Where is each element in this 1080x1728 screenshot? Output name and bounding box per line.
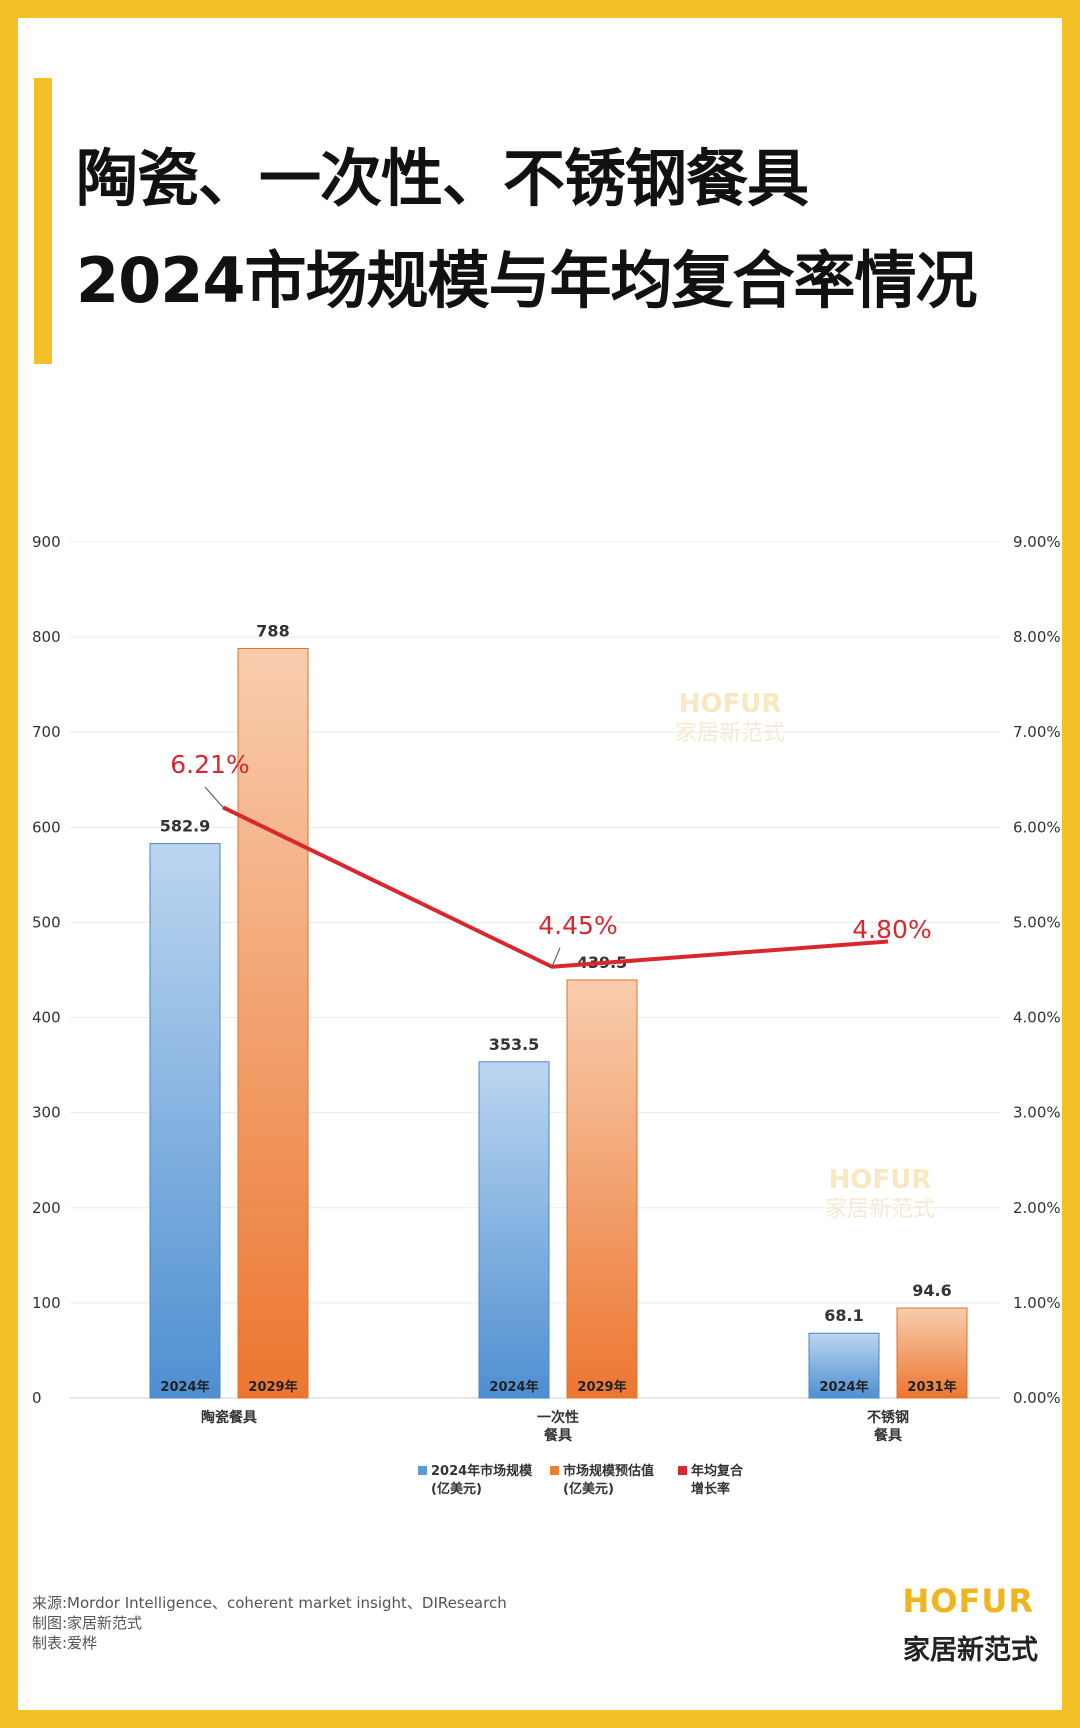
y-left-tick-label: 100: [32, 1294, 61, 1312]
legend-label: 增长率: [691, 1481, 730, 1497]
y-right-tick-label: 7.00%: [1013, 723, 1061, 741]
brand-logo-cn: 家居新范式: [903, 1635, 1038, 1666]
y-right-tick-label: 2.00%: [1013, 1199, 1061, 1217]
watermark-logo-cn: 家居新范式: [825, 1197, 935, 1222]
y-right-tick-label: 0.00%: [1013, 1389, 1061, 1407]
bar-market-size-2024: [478, 1061, 550, 1399]
bar-year-label: 2029年: [248, 1379, 297, 1395]
brand-logo-en: HOFUR: [902, 1582, 1034, 1620]
y-left-tick-label: 800: [32, 628, 61, 646]
bar-year-label: 2024年: [489, 1379, 538, 1395]
page-title-line-2: 2024市场规模与年均复合率情况: [76, 244, 978, 317]
y-left-tick-label: 400: [32, 1009, 61, 1027]
legend-swatch: [550, 1466, 559, 1475]
legend-label: 2024年市场规模: [431, 1463, 533, 1479]
y-left-tick-label: 600: [32, 818, 61, 836]
bar-market-size-2024: [149, 843, 221, 1399]
y-left-tick-label: 200: [32, 1199, 61, 1217]
category-label: 餐具: [543, 1427, 572, 1444]
y-right-tick-label: 8.00%: [1013, 628, 1061, 646]
bar-value-label: 582.9: [160, 817, 211, 836]
bar-year-label: 2024年: [160, 1379, 209, 1395]
footer-source: 来源:Mordor Intelligence、coherent market i…: [32, 1594, 507, 1612]
watermark-logo-en: HOFUR: [679, 689, 782, 719]
cagr-data-label: 6.21%: [170, 750, 249, 779]
y-right-tick-label: 1.00%: [1013, 1294, 1061, 1312]
bar-market-size-forecast: [896, 1307, 968, 1399]
category-label: 一次性: [537, 1409, 579, 1426]
title-accent-bar: [34, 78, 52, 364]
y-right-tick-label: 4.00%: [1013, 1009, 1061, 1027]
cagr-data-label: 4.80%: [852, 915, 931, 944]
y-right-tick-label: 9.00%: [1013, 533, 1061, 551]
legend-label: 年均复合: [691, 1463, 744, 1479]
y-left-tick-label: 700: [32, 723, 61, 741]
watermark-logo-cn: 家居新范式: [675, 721, 785, 746]
bar-market-size-forecast: [237, 648, 309, 1399]
legend-swatch: [678, 1466, 687, 1475]
y-left-tick-label: 500: [32, 913, 61, 931]
legend-swatch: [418, 1466, 427, 1475]
category-label: 陶瓷餐具: [201, 1409, 257, 1426]
bar-year-label: 2031年: [907, 1379, 956, 1395]
bar-value-label: 353.5: [489, 1035, 540, 1054]
cagr-label-leader: [551, 947, 561, 967]
cagr-line: [222, 805, 889, 969]
y-left-tick-label: 300: [32, 1104, 61, 1122]
y-left-tick-label: 900: [32, 533, 61, 551]
bar-value-label: 788: [256, 622, 289, 641]
bar-value-label: 68.1: [824, 1306, 863, 1325]
y-right-tick-label: 3.00%: [1013, 1104, 1061, 1122]
category-label: 餐具: [873, 1427, 902, 1444]
bar-market-size-forecast: [566, 979, 638, 1399]
bar-year-label: 2029年: [577, 1379, 626, 1395]
y-left-tick-label: 0: [32, 1389, 42, 1407]
footer-author: 制表:爱桦: [32, 1634, 98, 1652]
bar-value-label: 94.6: [912, 1281, 951, 1300]
bar-year-label: 2024年: [819, 1379, 868, 1395]
y-right-tick-label: 5.00%: [1013, 913, 1061, 931]
legend-label: (亿美元): [563, 1481, 614, 1497]
legend-label: 市场规模预估值: [563, 1463, 654, 1479]
footer-made-by: 制图:家居新范式: [32, 1614, 143, 1632]
watermark-logo-en: HOFUR: [829, 1165, 932, 1195]
page-title-line-1: 陶瓷、一次性、不锈钢餐具: [76, 142, 809, 215]
cagr-label-leader: [204, 786, 224, 808]
cagr-data-label: 4.45%: [538, 911, 617, 940]
bar-market-size-2024: [808, 1332, 880, 1399]
y-right-tick-label: 6.00%: [1013, 818, 1061, 836]
category-label: 不锈钢: [867, 1409, 909, 1426]
legend-label: (亿美元): [431, 1481, 482, 1497]
